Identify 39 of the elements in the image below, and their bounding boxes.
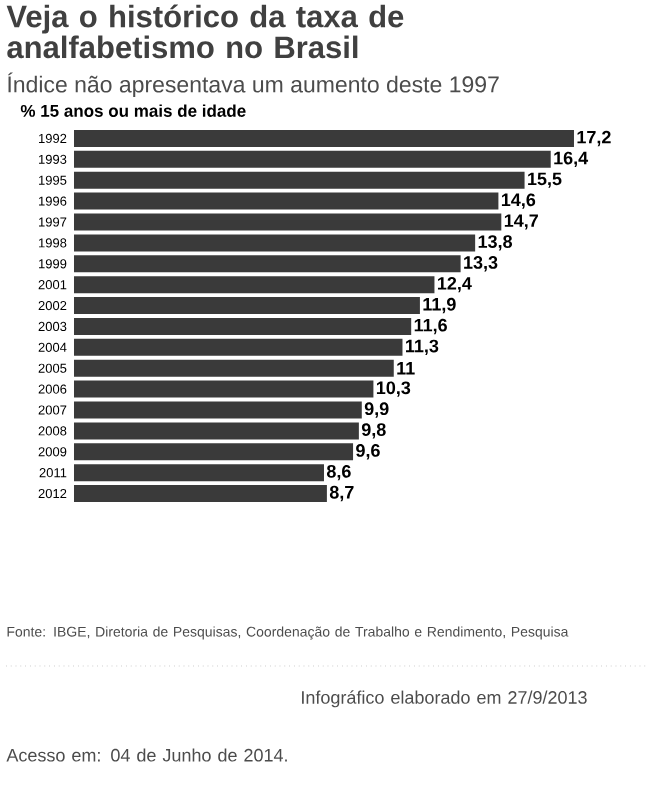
bar <box>74 443 354 461</box>
bar <box>74 317 412 335</box>
x-axis-title: % 15 anos ou mais de idade <box>20 104 246 117</box>
data-label: 14,7 <box>504 214 538 230</box>
bar <box>74 129 574 147</box>
data-label: 13,8 <box>478 235 513 251</box>
bar <box>74 297 420 315</box>
data-label: 12,4 <box>437 276 472 293</box>
bar <box>74 338 403 356</box>
data-label: 8,7 <box>329 485 354 502</box>
bar <box>74 380 374 398</box>
bar <box>74 422 359 440</box>
data-label: 15,5 <box>528 172 562 188</box>
data-label: 10,3 <box>376 381 411 397</box>
data-label: 9,6 <box>356 444 380 460</box>
bar <box>74 359 394 377</box>
data-label: 17,2 <box>577 130 611 147</box>
bar <box>74 255 461 273</box>
data-label: 16,4 <box>554 151 589 168</box>
bar <box>74 276 435 294</box>
data-label: 14,6 <box>501 193 536 209</box>
text: Acesso em: 04 de Junho de 2014. <box>6 748 287 762</box>
chart-subtitle: Índice não apresentava um aumento deste 1997 <box>8 72 499 98</box>
chart-title: Veja o histórico da taxa de analfabetismo no Brasil <box>6 4 404 59</box>
data-label: 8,6 <box>326 464 351 481</box>
text: Infográfico elaborado em 27/9/2013 <box>302 690 587 708</box>
data-label: 9,8 <box>361 423 386 439</box>
data-label: 13,3 <box>464 256 498 272</box>
bar <box>74 464 324 482</box>
data-label: 9,9 <box>364 402 389 418</box>
data-label: 11 <box>397 362 415 375</box>
data-label: 11,9 <box>423 297 456 314</box>
bar <box>74 171 525 189</box>
data-label: 11,6 <box>414 318 447 335</box>
bar <box>74 401 362 419</box>
data-label: 11,3 <box>406 339 439 356</box>
bar <box>74 150 551 168</box>
bar <box>74 485 327 503</box>
bar <box>74 192 499 210</box>
